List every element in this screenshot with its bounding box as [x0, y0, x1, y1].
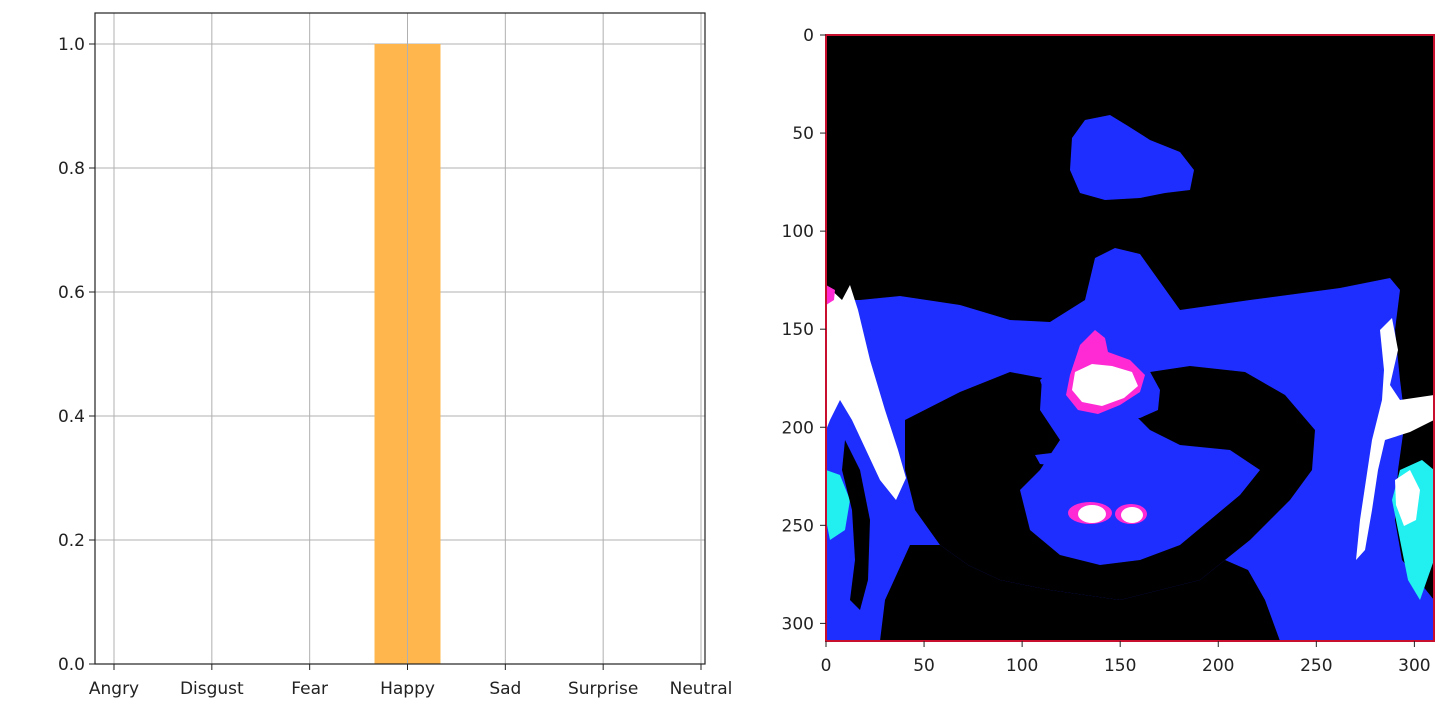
bar-gridlines-x: [113, 13, 702, 664]
bar-y-tick-label: 1.0: [58, 35, 85, 55]
image-y-tick-label: 0: [803, 26, 814, 46]
right-edge-highlight: [1356, 318, 1434, 560]
image-x-tick-label: 150: [1104, 656, 1136, 676]
image-y-tick-label: 300: [782, 614, 814, 634]
image-x-axis: 0 50 100 150 200 250 300: [821, 641, 1431, 676]
bar-x-axis: Angry Disgust Fear Happy Sad Surprise Neutral: [89, 664, 733, 699]
bar-y-tick-label: 0.2: [58, 531, 85, 551]
image-x-tick-label: 200: [1202, 656, 1234, 676]
image-y-tick-label: 100: [782, 222, 814, 242]
image-y-tick-label: 250: [782, 516, 814, 536]
mouth-line: [1035, 452, 1075, 466]
bar-x-tick-label-surprise: Surprise: [568, 679, 638, 699]
bar-y-tick-label: 0.4: [58, 407, 85, 427]
nose-highlight-white: [1072, 364, 1138, 406]
left-edge-highlight: [826, 285, 906, 500]
face-image-panel: 0 50 100 150 200 250 300 0 50 100 150 200 250 300: [782, 26, 1435, 676]
bar-x-tick-label-fear: Fear: [291, 679, 328, 699]
bar-x-tick-label-sad: Sad: [489, 679, 521, 699]
image-x-tick-label: 250: [1300, 656, 1332, 676]
image-y-axis: 0 50 100 150 200 250 300: [782, 26, 826, 634]
bar-y-tick-label: 0.8: [58, 159, 85, 179]
face-image: [826, 35, 1434, 641]
emotion-bar-chart: 0.0 0.2 0.4 0.6 0.8 1.0 Angry Disgust Fear Happy…: [58, 12, 733, 699]
bar-y-tick-label: 0.6: [58, 283, 85, 303]
image-frame: [825, 34, 1435, 642]
right-edge-white-patch: [1395, 470, 1420, 526]
image-x-tick-label: 50: [913, 656, 935, 676]
image-y-tick-label: 200: [782, 418, 814, 438]
forehead-blob: [1070, 115, 1194, 200]
image-x-tick-label: 100: [1006, 656, 1038, 676]
bar-x-tick-label-angry: Angry: [89, 679, 139, 699]
lower-lip: [1060, 522, 1178, 538]
tooth-left: [1078, 505, 1106, 523]
image-y-tick-label: 50: [792, 124, 814, 144]
left-shadow: [905, 366, 1315, 600]
bar-y-axis: 0.0 0.2 0.4 0.6 0.8 1.0: [58, 35, 95, 675]
bar-y-tick-label: 0.0: [58, 655, 85, 675]
image-x-tick-label: 300: [1398, 656, 1430, 676]
bar-x-tick-label-disgust: Disgust: [180, 679, 244, 699]
tooth-right: [1121, 507, 1143, 523]
left-edge-magenta: [826, 285, 835, 305]
image-y-tick-label: 150: [782, 320, 814, 340]
bar-x-tick-label-neutral: Neutral: [670, 679, 733, 699]
bar-plot-frame: [94, 12, 706, 665]
left-edge-cyan: [826, 470, 850, 540]
upper-lip: [1040, 486, 1192, 504]
left-edge-dark-strand: [842, 440, 870, 610]
image-x-tick-label: 0: [821, 656, 832, 676]
bar-x-tick-label-happy: Happy: [380, 679, 435, 699]
